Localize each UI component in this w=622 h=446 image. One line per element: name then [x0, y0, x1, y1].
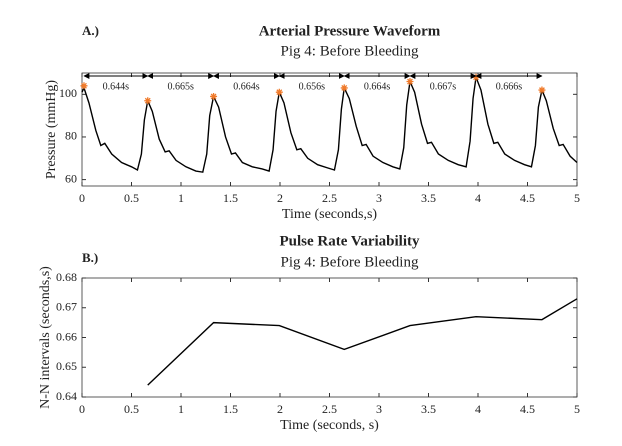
x-tick-label: 1	[178, 402, 184, 416]
chart-subtitle: Pig 4: Before Bleeding	[281, 43, 419, 59]
peak-marker	[144, 97, 152, 105]
panel-label: A.)	[82, 23, 99, 38]
x-tick-label: 3	[376, 191, 382, 205]
interval-label: 0.656s	[299, 81, 326, 92]
y-tick-label: 0.68	[56, 270, 77, 284]
chart-title: Arterial Pressure Waveform	[259, 23, 441, 39]
x-tick-label: 2	[277, 191, 283, 205]
y-axis-label: N-N intervals (seconds,s)	[38, 266, 53, 409]
x-tick-label: 0	[79, 402, 85, 416]
interval-label: 0.667s	[430, 81, 457, 92]
interval-label: 0.664s	[233, 81, 260, 92]
x-tick-label: 5	[574, 402, 580, 416]
x-tick-label: 1.5	[223, 191, 238, 205]
x-tick-label: 4.5	[520, 402, 535, 416]
axes-box	[81, 72, 578, 187]
y-tick-label: 0.64	[56, 389, 77, 403]
y-tick-label: 0.65	[56, 359, 77, 373]
x-tick-label: 3	[376, 402, 382, 416]
x-tick-label: 3.5	[421, 402, 436, 416]
x-tick-label: 2.5	[322, 402, 337, 416]
peak-marker	[275, 88, 283, 96]
x-axis-label: Time (seconds,s)	[282, 207, 377, 222]
peak-marker	[340, 84, 348, 92]
interval-label: 0.666s	[496, 81, 523, 92]
panel-label: B.)	[82, 250, 98, 265]
interval-label: 0.664s	[364, 81, 391, 92]
x-tick-label: 0.5	[124, 402, 139, 416]
chart-subtitle: Pig 4: Before Bleeding	[281, 254, 419, 270]
x-axis-label: Time (seconds, s)	[280, 418, 379, 433]
y-tick-label: 80	[65, 129, 77, 143]
waveform-line	[147, 298, 578, 386]
x-tick-label: 4	[475, 402, 481, 416]
interval-label: 0.665s	[167, 81, 194, 92]
y-tick-label: 0.67	[56, 300, 77, 314]
y-tick-label: 60	[65, 171, 77, 185]
x-tick-label: 4	[475, 191, 481, 205]
peak-marker	[80, 82, 88, 90]
y-tick-label: 0.66	[56, 329, 77, 343]
x-tick-label: 1.5	[223, 402, 238, 416]
peak-marker	[210, 92, 218, 100]
x-tick-label: 1	[178, 191, 184, 205]
waveform-line	[81, 74, 578, 173]
x-tick-label: 2.5	[322, 191, 337, 205]
y-axis-label: Pressure (mmHg)	[44, 80, 59, 179]
x-tick-label: 4.5	[520, 191, 535, 205]
x-tick-label: 0.5	[124, 191, 139, 205]
peak-marker	[406, 78, 414, 86]
x-tick-label: 3.5	[421, 191, 436, 205]
chart-title: Pulse Rate Variability	[279, 233, 420, 249]
x-tick-label: 0	[79, 191, 85, 205]
peak-marker	[538, 86, 546, 94]
interval-label: 0.644s	[103, 81, 130, 92]
axes-box	[81, 277, 578, 398]
x-tick-label: 5	[574, 191, 580, 205]
x-tick-label: 2	[277, 402, 283, 416]
y-tick-label: 100	[59, 86, 77, 100]
